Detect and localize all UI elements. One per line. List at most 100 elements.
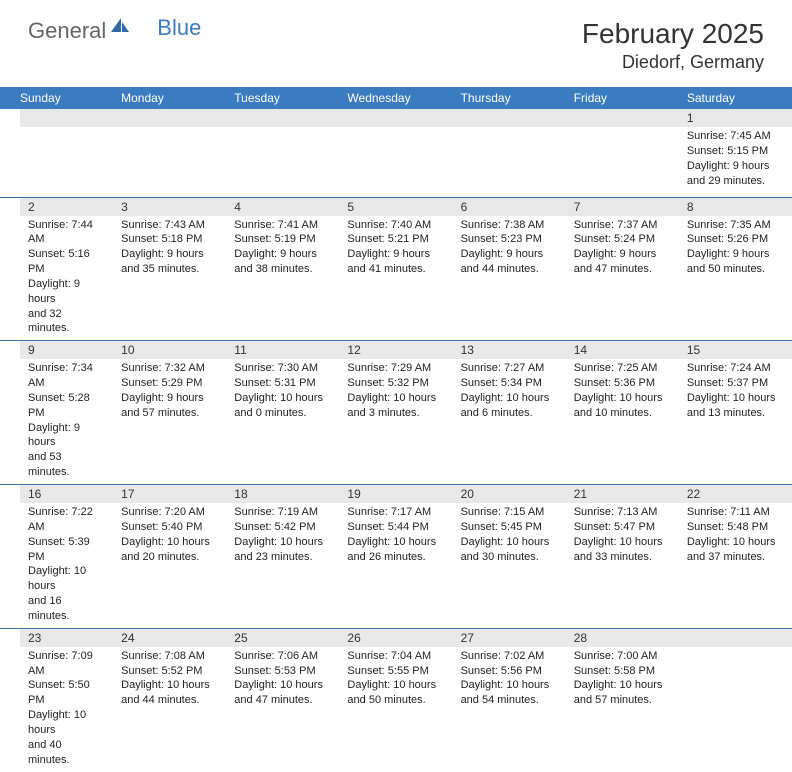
daylight-line2: and 37 minutes. [687, 550, 784, 565]
sunset: Sunset: 5:55 PM [347, 664, 444, 679]
calendar-cell: 12Sunrise: 7:29 AMSunset: 5:32 PMDayligh… [339, 341, 452, 485]
daylight-line2: and 35 minutes. [121, 262, 218, 277]
daylight-line1: Daylight: 10 hours [234, 678, 331, 693]
sunset: Sunset: 5:50 PM [28, 678, 105, 708]
day-number: 3 [113, 198, 226, 216]
calendar-cell: 16Sunrise: 7:22 AMSunset: 5:39 PMDayligh… [0, 485, 113, 629]
daylight-line1: Daylight: 10 hours [347, 678, 444, 693]
sunrise: Sunrise: 7:38 AM [461, 218, 558, 233]
daylight-line2: and 33 minutes. [574, 550, 671, 565]
sunset: Sunset: 5:16 PM [28, 247, 105, 277]
sunrise: Sunrise: 7:40 AM [347, 218, 444, 233]
daylight-line2: and 30 minutes. [461, 550, 558, 565]
sunset: Sunset: 5:24 PM [574, 232, 671, 247]
sunset: Sunset: 5:21 PM [347, 232, 444, 247]
day-info: Sunrise: 7:00 AMSunset: 5:58 PMDaylight:… [566, 647, 679, 712]
day-header: Thursday [453, 87, 566, 109]
daylight-line1: Daylight: 10 hours [234, 535, 331, 550]
calendar-cell [113, 109, 226, 197]
daylight-line1: Daylight: 10 hours [687, 535, 784, 550]
calendar-cell: 20Sunrise: 7:15 AMSunset: 5:45 PMDayligh… [453, 485, 566, 629]
sunrise: Sunrise: 7:37 AM [574, 218, 671, 233]
day-number: 7 [566, 198, 679, 216]
brand-name-2: Blue [157, 15, 201, 41]
daylight-line2: and 57 minutes. [121, 406, 218, 421]
day-info: Sunrise: 7:45 AMSunset: 5:15 PMDaylight:… [679, 127, 792, 192]
sunset: Sunset: 5:39 PM [28, 535, 105, 565]
daylight-line1: Daylight: 9 hours [121, 247, 218, 262]
calendar-cell: 26Sunrise: 7:04 AMSunset: 5:55 PMDayligh… [339, 628, 452, 771]
calendar-cell: 5Sunrise: 7:40 AMSunset: 5:21 PMDaylight… [339, 197, 452, 341]
daylight-line1: Daylight: 10 hours [28, 708, 105, 738]
daylight-line1: Daylight: 10 hours [574, 535, 671, 550]
sunrise: Sunrise: 7:25 AM [574, 361, 671, 376]
day-number: 9 [20, 341, 113, 359]
calendar-cell: 13Sunrise: 7:27 AMSunset: 5:34 PMDayligh… [453, 341, 566, 485]
calendar-cell [339, 109, 452, 197]
day-number-empty [226, 109, 339, 127]
day-number-empty [566, 109, 679, 127]
calendar-header-row: SundayMondayTuesdayWednesdayThursdayFrid… [0, 87, 792, 109]
day-number: 20 [453, 485, 566, 503]
day-number: 1 [679, 109, 792, 127]
calendar-cell: 1Sunrise: 7:45 AMSunset: 5:15 PMDaylight… [679, 109, 792, 197]
calendar-cell: 23Sunrise: 7:09 AMSunset: 5:50 PMDayligh… [0, 628, 113, 771]
sunrise: Sunrise: 7:29 AM [347, 361, 444, 376]
daylight-line2: and 38 minutes. [234, 262, 331, 277]
day-header: Monday [113, 87, 226, 109]
day-number: 5 [339, 198, 452, 216]
day-info: Sunrise: 7:08 AMSunset: 5:52 PMDaylight:… [113, 647, 226, 712]
day-info: Sunrise: 7:35 AMSunset: 5:26 PMDaylight:… [679, 216, 792, 281]
daylight-line1: Daylight: 10 hours [461, 678, 558, 693]
daylight-line2: and 41 minutes. [347, 262, 444, 277]
day-number: 2 [20, 198, 113, 216]
calendar-cell: 27Sunrise: 7:02 AMSunset: 5:56 PMDayligh… [453, 628, 566, 771]
daylight-line1: Daylight: 10 hours [461, 535, 558, 550]
day-info: Sunrise: 7:27 AMSunset: 5:34 PMDaylight:… [453, 359, 566, 424]
daylight-line1: Daylight: 10 hours [121, 535, 218, 550]
calendar-cell: 10Sunrise: 7:32 AMSunset: 5:29 PMDayligh… [113, 341, 226, 485]
sunrise: Sunrise: 7:02 AM [461, 649, 558, 664]
sunrise: Sunrise: 7:19 AM [234, 505, 331, 520]
sunset: Sunset: 5:42 PM [234, 520, 331, 535]
daylight-line2: and 0 minutes. [234, 406, 331, 421]
sunrise: Sunrise: 7:04 AM [347, 649, 444, 664]
day-number: 15 [679, 341, 792, 359]
daylight-line2: and 20 minutes. [121, 550, 218, 565]
sunrise: Sunrise: 7:27 AM [461, 361, 558, 376]
calendar-cell: 14Sunrise: 7:25 AMSunset: 5:36 PMDayligh… [566, 341, 679, 485]
day-number: 23 [20, 629, 113, 647]
daylight-line2: and 26 minutes. [347, 550, 444, 565]
day-info: Sunrise: 7:22 AMSunset: 5:39 PMDaylight:… [20, 503, 113, 628]
daylight-line1: Daylight: 9 hours [461, 247, 558, 262]
daylight-line2: and 57 minutes. [574, 693, 671, 708]
daylight-line1: Daylight: 9 hours [687, 159, 784, 174]
daylight-line2: and 47 minutes. [234, 693, 331, 708]
sunrise: Sunrise: 7:45 AM [687, 129, 784, 144]
sunset: Sunset: 5:31 PM [234, 376, 331, 391]
day-info: Sunrise: 7:32 AMSunset: 5:29 PMDaylight:… [113, 359, 226, 424]
calendar-cell: 11Sunrise: 7:30 AMSunset: 5:31 PMDayligh… [226, 341, 339, 485]
day-info: Sunrise: 7:37 AMSunset: 5:24 PMDaylight:… [566, 216, 679, 281]
daylight-line2: and 50 minutes. [687, 262, 784, 277]
day-number: 6 [453, 198, 566, 216]
calendar-cell [0, 109, 113, 197]
day-info: Sunrise: 7:04 AMSunset: 5:55 PMDaylight:… [339, 647, 452, 712]
sunset: Sunset: 5:40 PM [121, 520, 218, 535]
page-header: General Blue February 2025 Diedorf, Germ… [0, 0, 792, 81]
sunset: Sunset: 5:18 PM [121, 232, 218, 247]
sunset: Sunset: 5:37 PM [687, 376, 784, 391]
day-header: Tuesday [226, 87, 339, 109]
daylight-line2: and 16 minutes. [28, 594, 105, 624]
calendar-cell: 17Sunrise: 7:20 AMSunset: 5:40 PMDayligh… [113, 485, 226, 629]
brand-name-1: General [28, 18, 106, 44]
daylight-line2: and 13 minutes. [687, 406, 784, 421]
sunset: Sunset: 5:28 PM [28, 391, 105, 421]
day-number-empty [339, 109, 452, 127]
day-info: Sunrise: 7:06 AMSunset: 5:53 PMDaylight:… [226, 647, 339, 712]
sunset: Sunset: 5:36 PM [574, 376, 671, 391]
calendar-week: 1Sunrise: 7:45 AMSunset: 5:15 PMDaylight… [0, 109, 792, 197]
day-info: Sunrise: 7:15 AMSunset: 5:45 PMDaylight:… [453, 503, 566, 568]
calendar-body: 1Sunrise: 7:45 AMSunset: 5:15 PMDaylight… [0, 109, 792, 772]
day-number: 13 [453, 341, 566, 359]
